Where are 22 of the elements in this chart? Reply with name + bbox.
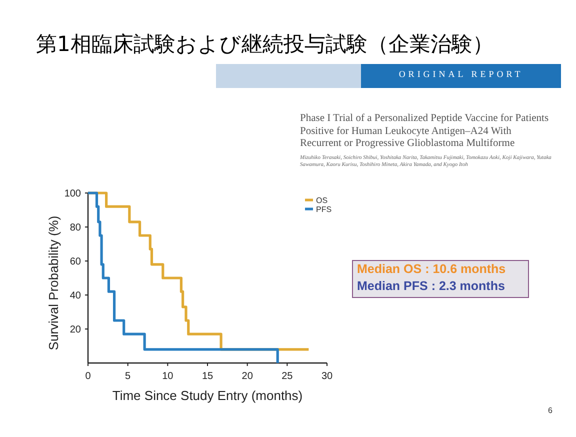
y-tick-label: 60 xyxy=(70,256,82,268)
y-tick-label: 100 xyxy=(64,188,82,200)
annotation: Phase I Trial of a Personalized Peptide Vaccine for Patients Positive for Human Leukocyte Antigen–A24 With Recurrent or Progressive Glioblastoma Multiforme xyxy=(300,113,550,150)
x-tick-label: 5 xyxy=(125,371,132,382)
x-tick-label: 15 xyxy=(202,371,214,382)
x-tick-label: 10 xyxy=(162,371,174,382)
x-tick-label: 25 xyxy=(282,371,294,382)
x-tick-label: 30 xyxy=(321,371,333,382)
x-axis-title: Time Since Study Entry (months) xyxy=(112,388,303,403)
legend-label: OS xyxy=(316,196,328,205)
annotation: 6 xyxy=(548,406,552,415)
y-tick-label: 80 xyxy=(70,222,82,234)
annotation: ORIGINAL REPORT xyxy=(398,69,524,79)
y-tick-label: 40 xyxy=(70,290,82,302)
x-tick-label: 0 xyxy=(85,371,92,382)
y-axis-title: Survival Probability (%) xyxy=(46,216,61,350)
legend-label: PFS xyxy=(316,205,332,214)
y-tick-label: 20 xyxy=(70,324,82,336)
annotation: Median OS : 10.6 months xyxy=(357,262,506,276)
title: 第1相臨床試験および継続投与試験（企業治験） xyxy=(36,31,494,58)
x-tick-label: 20 xyxy=(242,371,254,382)
annotation: Median PFS : 2.3 months xyxy=(357,279,505,293)
